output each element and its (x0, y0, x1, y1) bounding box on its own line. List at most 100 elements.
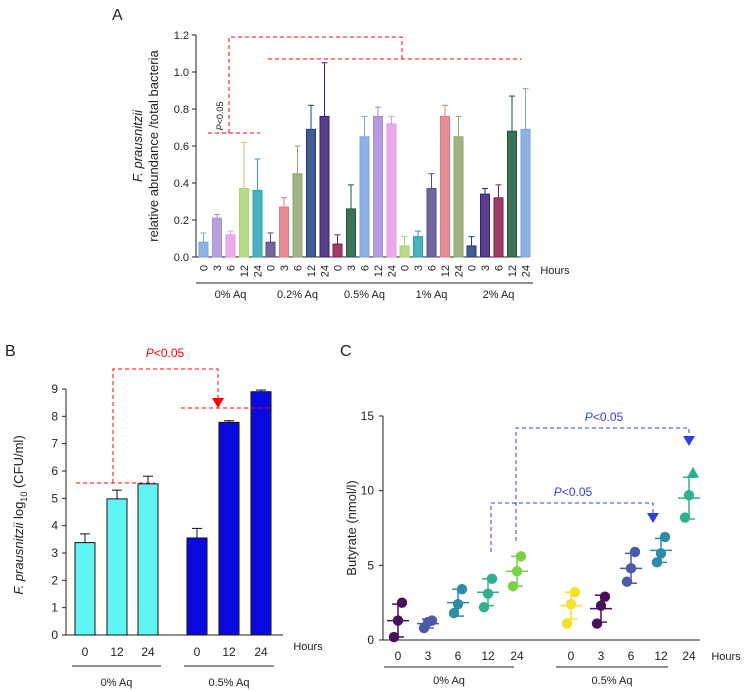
b-x-tick-label: 12 (110, 645, 124, 659)
a-bar (373, 115, 383, 258)
c-y-tick-label: 5 (367, 558, 374, 572)
a-group-label: 0.5% Aq (344, 289, 385, 301)
b-y-label: F. prausnitzii log10 (CFU/ml) (11, 435, 29, 594)
a-group-label: 2% Aq (483, 289, 515, 301)
panel-label-c: C (340, 343, 352, 360)
a-bar (319, 115, 330, 258)
c-group-label: 0% Aq (433, 675, 465, 687)
b-bar (250, 391, 272, 636)
a-group-label: 0% Aq (215, 289, 247, 301)
a-x-tick-label: 24 (521, 265, 533, 277)
b-bar (186, 537, 208, 636)
panel-label-b: B (5, 343, 16, 360)
b-sig-text: P<0.05 (146, 346, 185, 360)
b-y-tick-label: 7 (51, 437, 58, 451)
c-x-tick-label: 6 (628, 649, 635, 663)
c-group-label: 0.5% Aq (592, 675, 633, 687)
c-point (561, 618, 573, 629)
b-y-tick-label: 6 (51, 464, 58, 478)
a-x-tick-label: 24 (454, 265, 466, 277)
a-x-tick-label: 6 (226, 265, 238, 271)
a-y-tick-label: 1.0 (174, 67, 189, 79)
a-x-tick-label: 6 (494, 265, 506, 271)
a-bar (252, 189, 263, 258)
a-hours-label: Hours (540, 265, 570, 277)
c-sig-text-2: P<0.05 (585, 410, 624, 424)
a-bar (306, 128, 316, 258)
a-bar (426, 188, 437, 258)
c-y-tick-label: 0 (367, 633, 374, 647)
a-y-tick-label: 0.0 (174, 252, 189, 264)
b-x-tick-label: 24 (254, 645, 268, 659)
a-x-tick-label: 6 (293, 265, 305, 271)
c-x-tick-label: 3 (598, 649, 605, 663)
c-hours-label: Hours (711, 651, 741, 663)
a-y-label-species: F. prausnitzii (130, 109, 145, 182)
a-y-tick-label: 0.6 (174, 141, 189, 153)
c-point (687, 466, 699, 478)
a-bar (239, 188, 249, 258)
a-x-tick-label: 24 (253, 265, 265, 277)
a-x-tick-label: 12 (306, 265, 318, 277)
a-group-label: 1% Aq (416, 289, 448, 301)
a-bar (279, 206, 289, 258)
a-sig-bracket (228, 36, 403, 133)
a-bar (198, 241, 209, 258)
c-y-tick-label: 15 (361, 409, 375, 423)
c-point (621, 576, 633, 587)
a-bar (440, 115, 450, 258)
c-x-tick-label: 12 (654, 649, 668, 663)
b-y-tick-label: 4 (51, 519, 58, 533)
b-y-tick-label: 2 (51, 573, 58, 587)
a-bar (292, 173, 303, 258)
a-x-tick-label: 0 (467, 265, 479, 271)
c-y-label: Butyrate (nmol/l) (344, 480, 359, 575)
a-y-tick-label: 0.8 (174, 104, 189, 116)
a-y-tick-label: 0.4 (174, 178, 189, 190)
c-point (591, 618, 603, 629)
a-x-tick-label: 3 (480, 265, 492, 271)
a-x-tick-label: 0 (266, 265, 278, 271)
b-x-tick-label: 12 (222, 645, 236, 659)
panel-label-a: A (112, 7, 123, 24)
a-bar (493, 197, 504, 258)
b-y-tick-label: 0 (51, 628, 58, 642)
b-x-tick-label: 24 (141, 645, 155, 659)
a-x-tick-label: 24 (320, 265, 332, 277)
c-point (478, 601, 490, 613)
c-point (659, 531, 671, 543)
c-sig-arrowhead-2 (683, 436, 695, 446)
a-x-tick-label: 0 (400, 265, 412, 271)
c-x-tick-label: 6 (455, 649, 462, 663)
a-y-tick-label: 0.2 (174, 215, 189, 227)
c-point (396, 597, 408, 608)
c-sig-bracket-1 (490, 502, 654, 552)
c-x-tick-label: 24 (510, 649, 524, 663)
a-x-tick-label: 12 (507, 265, 519, 277)
b-sig-arrowhead (212, 398, 224, 408)
a-bar (359, 136, 370, 258)
b-bar (218, 421, 240, 636)
a-x-tick-label: 3 (346, 265, 358, 271)
c-sig-bracket-2 (515, 427, 690, 541)
a-bar (225, 234, 236, 258)
a-bar (386, 123, 397, 258)
b-y-tick-label: 1 (51, 601, 58, 615)
c-sig-arrowhead-1 (647, 513, 659, 523)
b-bar (106, 498, 128, 636)
a-bar (453, 136, 464, 258)
b-x-tick-label: 0 (194, 645, 201, 659)
c-point (629, 546, 641, 558)
b-y-tick-label: 3 (51, 546, 58, 560)
a-y-label: relative abundance /total bacteria (146, 49, 161, 241)
a-bar (507, 130, 517, 258)
a-sig-text: P<0.05 (215, 102, 225, 131)
c-sig-text-1: P<0.05 (554, 485, 593, 499)
a-x-tick-label: 6 (427, 265, 439, 271)
c-x-tick-label: 0 (568, 649, 575, 663)
a-bar (332, 243, 343, 258)
a-bar (466, 245, 477, 258)
c-x-tick-label: 3 (425, 649, 432, 663)
b-y-tick-label: 5 (51, 491, 58, 505)
